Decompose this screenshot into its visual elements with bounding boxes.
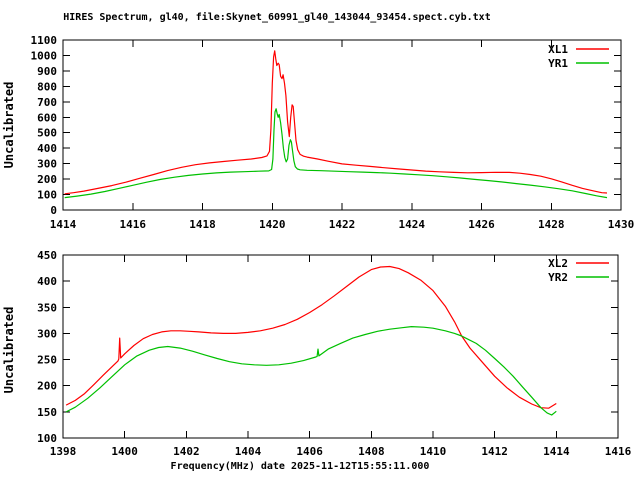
y-tick-label: 100 [37,432,57,445]
series-YR1 [64,108,608,199]
y-tick-label: 0 [50,204,57,217]
y-tick-label: 700 [37,96,57,109]
y-tick-label: 200 [37,380,57,393]
x-tick-label: 1426 [468,218,495,231]
legend-label-XL2: XL2 [548,257,568,270]
x-tick-label: 1424 [399,218,426,231]
plot-border [62,39,622,211]
y-tick-label: 500 [37,127,57,140]
x-tick-label: 1420 [259,218,286,231]
y-tick-label: 600 [37,111,57,124]
y-tick-label: 1000 [31,49,58,62]
plot-bottom: 1398 1400 1402 1404 1406 1408 1410 1412 1414 1416… [37,249,631,458]
x-tick-label: 1398 [50,445,77,458]
plot-border [62,254,619,439]
x-tick-label: 1402 [173,445,200,458]
x-tick-label: 1418 [189,218,216,231]
x-tick-label: 1430 [608,218,635,231]
series-XL2 [65,265,557,409]
x-tick-label: 1414 [543,445,570,458]
x-tick-label: 1404 [235,445,262,458]
x-tick-label: 1410 [420,445,447,458]
y-tick-label: 800 [37,80,57,93]
x-tick-label: 1406 [296,445,323,458]
x-tick-label: 1416 [120,218,147,231]
series-YR2 [65,326,557,416]
legend-label-XL1: XL1 [548,43,568,56]
y-tick-label: 350 [37,301,57,314]
x-tick-label: 1412 [481,445,508,458]
x-tick-label: 1408 [358,445,385,458]
y-tick-label: 150 [37,406,57,419]
y-tick-label: 250 [37,354,57,367]
y-tick-label: 100 [37,189,57,202]
x-tick-label: 1416 [605,445,632,458]
plot-top: 1414 1416 1418 1420 1422 1424 1426 1428 1430 0 100… [31,34,635,231]
x-tick-label: 1414 [50,218,77,231]
x-tick-label: 1400 [111,445,138,458]
plot-frame [62,254,619,439]
y-tick-label: 300 [37,158,57,171]
chart-title: HIRES Spectrum, gl40, file:Skynet_60991_… [63,11,490,23]
y-axis-label-bottom: Uncalibrated [2,307,16,394]
y-tick-label: 900 [37,65,57,78]
x-tick-label: 1428 [538,218,565,231]
y-tick-label: 300 [37,327,57,340]
y-axis-label-top: Uncalibrated [2,82,16,169]
y-tick-label: 200 [37,173,57,186]
legend-label-YR1: YR1 [548,57,568,70]
plot-frame [62,39,622,211]
y-tick-label: 400 [37,275,57,288]
y-tick-label: 1100 [31,34,58,47]
x-tick-label: 1422 [329,218,356,231]
y-tick-label: 400 [37,142,57,155]
y-tick-label: 450 [37,249,57,262]
x-axis-label: Frequency(MHz) date 2025-11-12T15:55:11.… [171,461,430,472]
series-XL1 [64,50,608,195]
legend-label-YR2: YR2 [548,271,568,284]
